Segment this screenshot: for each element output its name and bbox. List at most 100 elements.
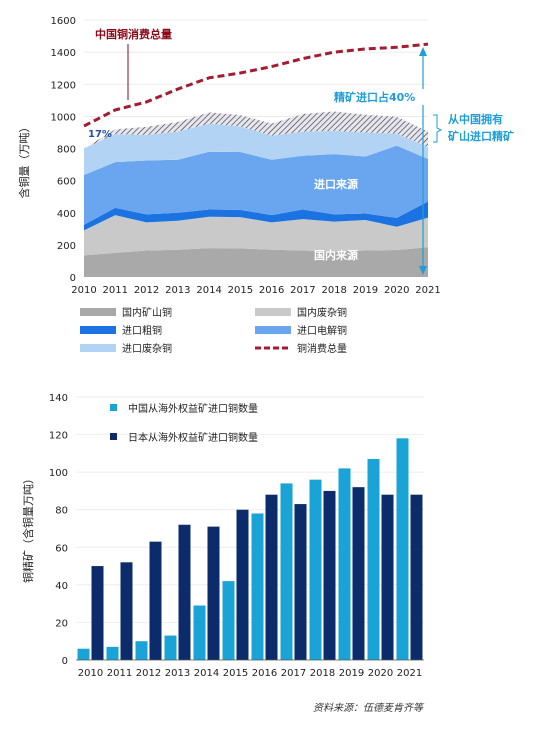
y-tick-label: 800 <box>57 145 76 156</box>
y-tick-label: 1200 <box>51 80 76 91</box>
legend-swatch-domestic-scrap <box>255 308 291 316</box>
legend-label-china: 中国从海外权益矿进口铜数量 <box>128 402 258 415</box>
bar-china-2021 <box>396 438 409 660</box>
legend-swatch-import-scrap <box>80 344 116 352</box>
x-tick-label: 2015 <box>228 285 253 296</box>
y-grid <box>76 396 424 623</box>
x-tick-label: 2021 <box>415 285 440 296</box>
pct-40-label-bg <box>332 89 440 105</box>
owned-mine-bracket <box>433 114 443 143</box>
pct-40-arrow-head-top <box>419 47 427 56</box>
hatch-band <box>84 111 428 149</box>
y-tick-label: 80 <box>55 506 68 517</box>
area-1 <box>84 247 428 277</box>
x-tick-label: 2014 <box>196 285 221 296</box>
bar-china-2019 <box>338 468 351 660</box>
y-tick-labels: 0 20 40 60 80 100 120 140 <box>49 393 68 667</box>
bar-china-2014 <box>193 605 206 660</box>
bar-japan-2011 <box>120 562 133 660</box>
bar-japan-2013 <box>178 524 191 660</box>
pct-40-label: 精矿进口占40% <box>334 90 415 104</box>
x-tick-label: 2017 <box>281 668 306 679</box>
x-tick-labels: 2010 2011 2012 2013 2014 2015 2016 2017 2018 2019… <box>71 285 440 296</box>
bar-japan-2017 <box>294 504 307 660</box>
bar-china-2010 <box>77 648 90 660</box>
legend-label-import-cathode: 进口电解铜 <box>297 324 347 337</box>
x-tick-label: 2012 <box>136 668 161 679</box>
pct-17-label: 17% <box>88 129 112 140</box>
source-note: 资料来源：伍德麦肯齐等 <box>313 702 425 714</box>
area-2 <box>84 215 428 256</box>
x-tick-label: 2019 <box>353 285 378 296</box>
bar-japan-2010 <box>91 566 104 660</box>
legend: 中国从海外权益矿进口铜数量 日本从海外权益矿进口铜数量 <box>110 402 258 444</box>
legend-swatch-import-blister <box>80 326 116 334</box>
area-layers <box>84 123 428 277</box>
area-3 <box>84 201 428 231</box>
y-tick-label: 400 <box>57 209 76 220</box>
x-tick-labels: 2010 2011 2012 2013 2014 2015 2016 2017 2018 2019… <box>78 668 422 679</box>
x-tick-label: 2018 <box>310 668 335 679</box>
consumption-line <box>83 42 429 128</box>
legend-label-japan: 日本从海外权益矿进口铜数量 <box>128 431 258 444</box>
bar-japan-2020 <box>381 494 394 660</box>
legend-label-domestic-mine: 国内矿山铜 <box>122 306 172 319</box>
domestic-source-label: 国内来源 <box>314 248 358 262</box>
bar-china-2016 <box>251 513 264 660</box>
x-tick-label: 2016 <box>252 668 277 679</box>
y-axis-label: 铜精矿（含铜量万吨） <box>21 473 35 583</box>
y-tick-label: 40 <box>55 581 68 592</box>
legend-label-domestic-scrap: 国内废杂铜 <box>297 306 347 319</box>
bar-japan-2014 <box>207 526 220 660</box>
x-tick-label: 2011 <box>103 285 128 296</box>
y-tick-label: 20 <box>55 618 68 629</box>
x-tick-label: 2013 <box>165 668 190 679</box>
x-tick-label: 2018 <box>321 285 346 296</box>
bar-japan-2018 <box>323 490 336 660</box>
y-tick-label: 140 <box>49 393 68 404</box>
legend-swatch-japan <box>110 433 117 440</box>
area-4 <box>84 145 428 225</box>
x-tick-label: 2016 <box>259 285 284 296</box>
x-tick-label: 2011 <box>107 668 132 679</box>
y-tick-label: 1000 <box>51 112 76 123</box>
y-tick-label: 0 <box>70 273 76 284</box>
y-tick-label: 200 <box>57 241 76 252</box>
x-tick-label: 2013 <box>165 285 190 296</box>
legend-swatch-china <box>110 404 117 411</box>
legend-label-import-blister: 进口粗铜 <box>122 325 162 337</box>
import-source-label: 进口来源 <box>314 177 358 191</box>
y-tick-label: 0 <box>62 656 68 667</box>
y-tick-label: 1400 <box>51 48 76 59</box>
bar-china-2013 <box>164 635 177 660</box>
owned-mine-label-2: 矿山进口精矿 <box>448 129 514 143</box>
x-tick-label: 2019 <box>339 668 364 679</box>
area-5 <box>84 123 428 176</box>
bar-china-2017 <box>280 483 293 660</box>
x-tick-label: 2017 <box>290 285 315 296</box>
legend-label-consumption: 铜消费总量 <box>297 342 347 355</box>
x-tick-label: 2014 <box>194 668 219 679</box>
y-tick-label: 100 <box>49 468 68 479</box>
legend-label-import-scrap: 进口废杂铜 <box>122 342 172 355</box>
consumption-annotation: 中国铜消费总量 <box>95 27 172 41</box>
y-tick-label: 600 <box>57 177 76 188</box>
x-tick-label: 2015 <box>223 668 248 679</box>
legend: 国内矿山铜 国内废杂铜 进口粗铜 进口电解铜 进口废杂铜 铜消费总量 <box>80 306 347 355</box>
bar-japan-2012 <box>149 541 162 660</box>
y-tick-label: 60 <box>55 543 68 554</box>
owned-mine-label-1: 从中国拥有 <box>448 112 503 126</box>
bar-china-2018 <box>309 479 322 660</box>
bar-china-2011 <box>106 646 119 660</box>
x-tick-label: 2020 <box>368 668 393 679</box>
bar-japan-2021 <box>410 494 423 660</box>
bars <box>77 438 423 660</box>
bar-china-2015 <box>222 581 235 660</box>
x-tick-label: 2012 <box>134 285 159 296</box>
bar-china-2020 <box>367 458 380 660</box>
y-tick-labels: 0 200 400 600 800 1000 1200 1400 1600 <box>51 16 76 284</box>
bar-china-2012 <box>135 641 148 660</box>
